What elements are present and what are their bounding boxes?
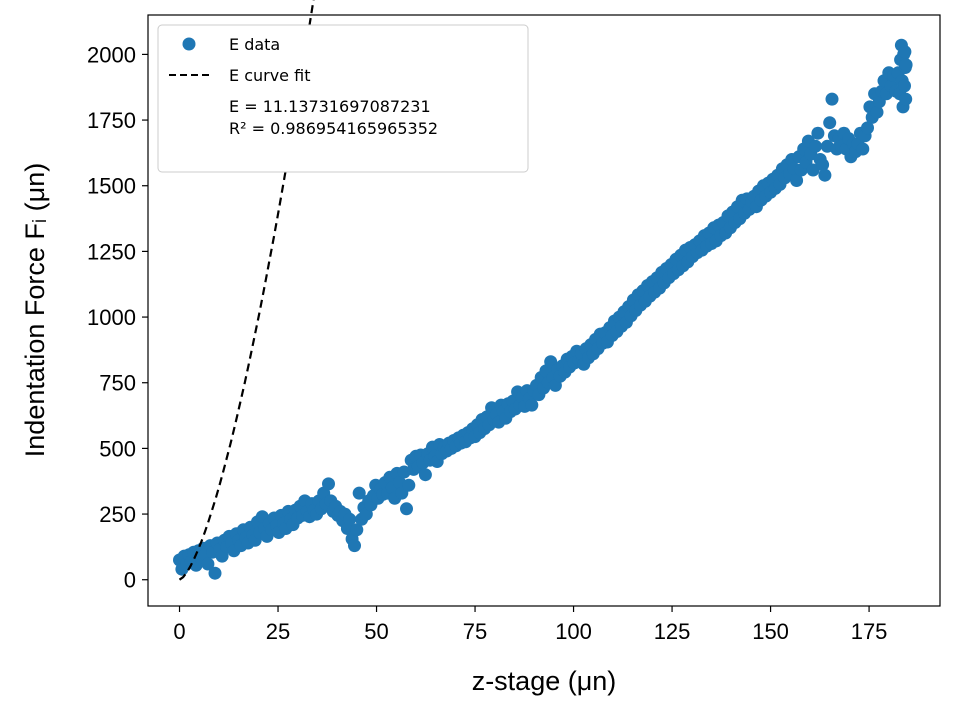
plot-marks [173, 0, 913, 581]
data-point [418, 468, 432, 482]
x-tick-label: 25 [266, 619, 290, 644]
y-tick-label: 750 [99, 371, 136, 396]
y-tick-label: 250 [99, 502, 136, 527]
data-point [898, 79, 911, 93]
data-point [823, 116, 837, 130]
data-point [856, 142, 870, 156]
y-tick-label: 1250 [87, 239, 136, 264]
legend-marker-e-data [182, 37, 196, 51]
data-point [861, 121, 874, 135]
x-tick-label: 100 [555, 619, 592, 644]
y-tick-label: 0 [124, 568, 136, 593]
legend-box [157, 24, 529, 173]
data-point [322, 477, 335, 491]
x-tick-label: 50 [364, 619, 388, 644]
x-tick-label: 125 [654, 619, 691, 644]
data-point [809, 139, 822, 153]
y-axis-ticks: 0 250 500 750 1000 1250 1500 1750 2000 [87, 42, 148, 593]
y-tick-label: 1500 [87, 174, 136, 199]
y-axis-label: Indentation Force Fᵢ (μn) [20, 163, 50, 457]
data-point [350, 523, 364, 537]
x-tick-label: 0 [173, 619, 185, 644]
x-axis-ticks: 0 25 50 75 100 125 150 175 [173, 606, 887, 644]
data-point [402, 478, 416, 492]
data-point [343, 512, 357, 526]
legend-label-e-data: E data [229, 35, 280, 54]
data-point [352, 486, 366, 500]
x-tick-label: 175 [851, 619, 888, 644]
data-point [811, 126, 825, 140]
legend-annotation-r-squared: R² = 0.986954165965352 [229, 119, 438, 138]
data-point [790, 174, 804, 187]
legend-label-e-curve-fit: E curve fit [229, 66, 310, 85]
data-point [898, 45, 912, 59]
y-tick-label: 1750 [87, 108, 136, 133]
x-axis-label: z-stage (μn) [472, 666, 617, 696]
data-point [870, 105, 884, 119]
legend-annotation-e-value: E = 11.13731697087231 [229, 97, 431, 116]
data-point [348, 539, 361, 553]
data-point [899, 92, 913, 106]
data-point [208, 566, 222, 580]
data-point [825, 92, 839, 106]
data-point [400, 502, 413, 516]
data-point [201, 557, 215, 571]
x-tick-label: 150 [752, 619, 789, 644]
data-point [525, 398, 539, 412]
y-tick-label: 2000 [87, 42, 136, 67]
data-point [806, 163, 820, 177]
data-point [816, 158, 830, 172]
data-point [899, 58, 913, 72]
legend: E data E curve fit E = 11.13731697087231… [157, 24, 529, 173]
y-tick-label: 1000 [87, 305, 136, 330]
plot-frame [147, 14, 941, 607]
y-tick-label: 500 [99, 436, 136, 461]
data-point [818, 168, 832, 182]
x-tick-label: 75 [463, 619, 487, 644]
